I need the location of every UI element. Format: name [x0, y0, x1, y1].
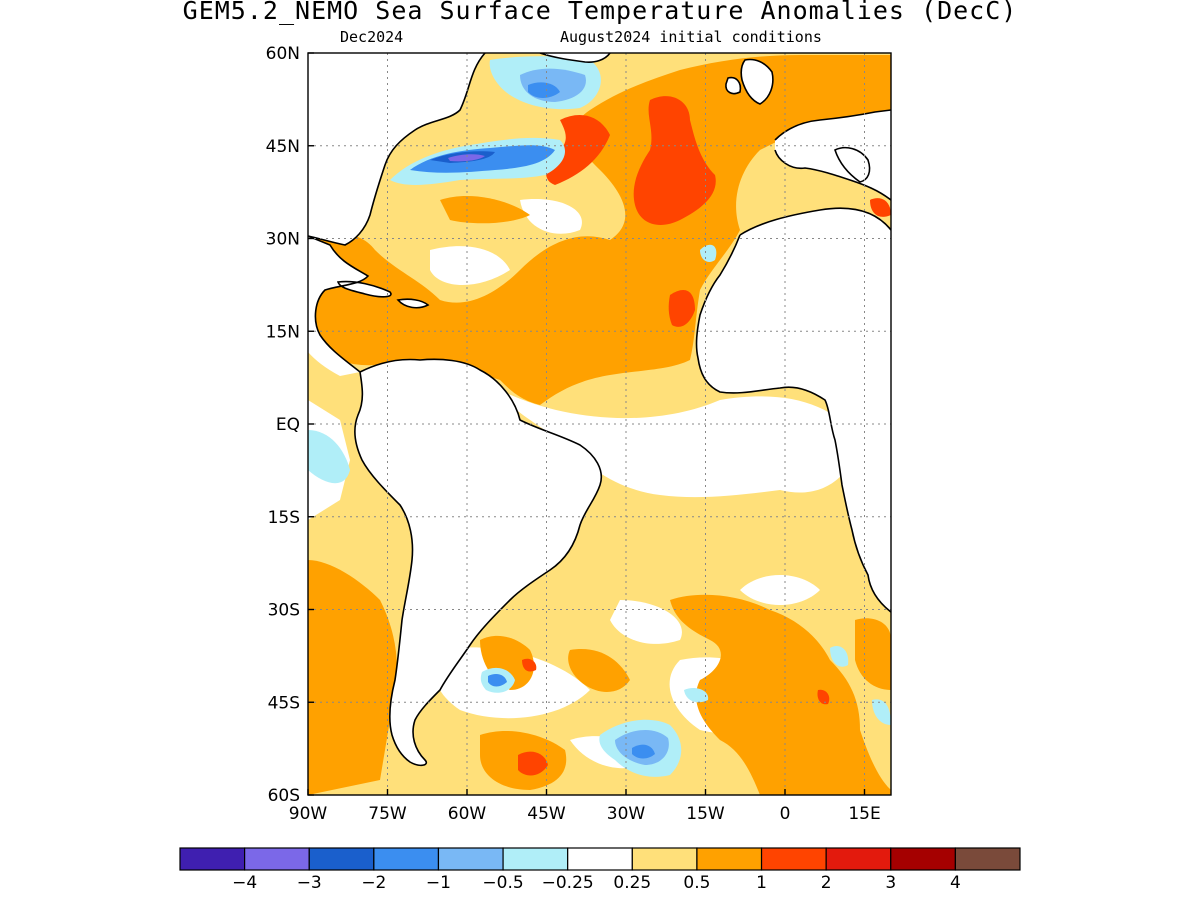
longitude-labels: 90W 75W 60W 45W 30W 15W 0 15E: [289, 804, 881, 824]
anomaly-region: [308, 430, 350, 484]
anomaly-region: [817, 689, 830, 705]
lat-tick-label: 30S: [268, 601, 300, 621]
colorbar-label: 4: [950, 873, 961, 893]
north-america-land: [308, 53, 485, 245]
colorbar-swatch: [244, 847, 310, 871]
anomaly-region: [430, 246, 510, 285]
anomaly-region: [670, 594, 891, 795]
africa-land: [696, 208, 891, 612]
gridlines: [307, 52, 891, 796]
colorbar-swatch: [760, 847, 827, 871]
anomaly-region: [518, 751, 548, 776]
lat-tick-label: EQ: [276, 415, 300, 435]
colorbar-swatch: [954, 847, 1021, 871]
colorbar-label: −0.25: [542, 873, 594, 893]
anomaly-region: [668, 290, 695, 327]
ireland-land: [725, 77, 741, 94]
anomaly-region: [440, 195, 530, 224]
lon-tick-label: 45W: [527, 804, 566, 824]
colorbar-swatch: [308, 847, 375, 871]
colorbar-swatch: [502, 847, 569, 871]
anomaly-region: [632, 744, 655, 759]
lat-tick-label: 60N: [266, 44, 300, 64]
anomaly-region: [488, 674, 507, 687]
colorbar-label: −1: [426, 873, 451, 893]
colorbar-swatch: [631, 847, 698, 871]
south-america-land: [354, 359, 602, 766]
anomaly-region: [633, 96, 716, 225]
anomaly-region: [528, 82, 560, 98]
anomaly-region: [872, 699, 891, 725]
lon-tick-label: 60W: [448, 804, 487, 824]
lat-tick-label: 60S: [268, 786, 300, 806]
anomaly-region: [308, 560, 397, 795]
anomaly-region: [308, 55, 891, 405]
anomaly-region: [448, 154, 485, 162]
colorbar-label: −4: [232, 873, 257, 893]
anomaly-region: [870, 198, 891, 217]
lat-tick-label: 15N: [266, 322, 300, 342]
central-america-land: [308, 236, 368, 376]
anomaly-region: [684, 688, 709, 703]
british-isles-land: [741, 59, 773, 104]
latitude-labels: 60N 45N 30N 15N EQ 15S 30S 45S 60S: [266, 44, 300, 806]
colorbar-label: 1: [756, 873, 767, 893]
colorbar-swatch: [890, 847, 956, 871]
anomaly-region: [740, 575, 820, 605]
colorbar-swatch: [696, 847, 763, 871]
colorbar-swatch: [437, 847, 504, 871]
lat-tick-label: 45S: [268, 693, 300, 713]
colorbar-swatch: [825, 847, 892, 871]
lon-tick-label: 15W: [686, 804, 725, 824]
initial-conditions-label: August2024 initial conditions: [560, 28, 822, 46]
colorbar-label: 0.5: [683, 873, 710, 893]
anomaly-region: [700, 244, 717, 262]
italy-land: [835, 147, 870, 182]
cuba-land: [338, 281, 391, 297]
anomaly-region: [500, 390, 860, 498]
colorbar-label: 2: [821, 873, 832, 893]
lon-tick-label: 15E: [848, 804, 880, 824]
colorbar-label: 0.25: [613, 873, 651, 893]
anomaly-region: [545, 115, 610, 185]
colorbar-swatch: [179, 847, 246, 871]
lon-tick-label: 90W: [289, 804, 328, 824]
lon-tick-label: 30W: [607, 804, 646, 824]
colorbar-label: −2: [361, 873, 386, 893]
colorbar-label: −0.5: [482, 873, 523, 893]
lat-tick-label: 30N: [266, 230, 300, 250]
coastlines: [308, 53, 891, 767]
colorbar-swatch: [567, 847, 633, 871]
colorbar-swatch: [373, 847, 440, 871]
anomaly-region: [830, 645, 849, 667]
anomaly-field: [308, 53, 891, 795]
anomaly-region: [568, 649, 630, 692]
colorbar-label: −3: [297, 873, 322, 893]
map-title: GEM5.2_NEMO Sea Surface Temperature Anom…: [182, 0, 1018, 25]
lon-tick-label: 0: [780, 804, 791, 824]
greenland-land: [540, 53, 610, 63]
colorbar-label: 3: [885, 873, 896, 893]
lat-tick-label: 15S: [268, 508, 300, 528]
anomaly-region: [610, 600, 682, 644]
anomaly-region: [520, 199, 582, 234]
colorbar: −4 −3 −2 −1 −0.5 −0.25 0.25 0.5 1 2 3 4: [179, 847, 1021, 893]
lat-tick-label: 45N: [266, 137, 300, 157]
map-frame: [307, 52, 892, 796]
anomaly-region: [522, 658, 537, 672]
lon-tick-label: 75W: [368, 804, 407, 824]
forecast-month: Dec2024: [340, 28, 404, 46]
